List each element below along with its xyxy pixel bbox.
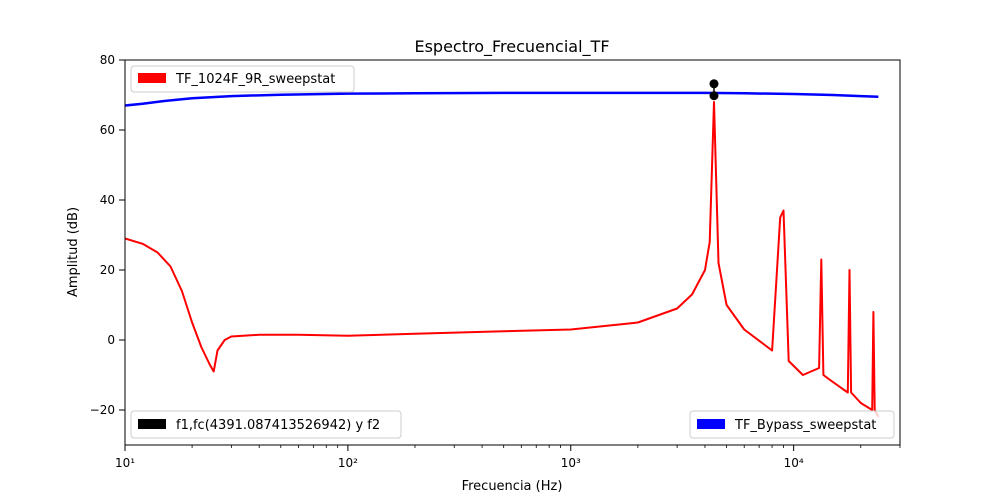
y-tick-label: −20 (90, 403, 115, 417)
legend-markers-frame (130, 410, 402, 439)
legend-blue-frame (689, 410, 895, 439)
legend-red: TF_1024F_9R_sweepstat (130, 65, 355, 93)
series-line-tf-bypass-sweepstat (125, 91, 879, 107)
legend-blue: TF_Bypass_sweepstat (689, 410, 895, 439)
x-tick-label: 10⁴ (784, 456, 804, 470)
x-tick-label: 10² (338, 456, 358, 470)
chart-title: Espectro_Frecuencial_TF (414, 37, 609, 57)
y-tick-label: 80 (100, 53, 115, 67)
y-axis: −20 0 20 40 60 80 (90, 53, 125, 417)
legend-blue-label: TF_Bypass_sweepstat (734, 418, 876, 433)
legend-red-label: TF_1024F_9R_sweepstat (175, 72, 335, 87)
y-tick-label: 20 (100, 263, 115, 277)
markers-layer (709, 79, 719, 101)
y-tick-label: 60 (100, 123, 115, 137)
x-tick-label: 10¹ (115, 456, 135, 470)
legend-markers: f1,fc(4391.087413526942) y f2 (130, 410, 402, 439)
marker-point-2 (709, 91, 719, 101)
y-axis-label: Amplitud (dB) (66, 207, 81, 297)
x-axis: 10¹ 10² 10³ 10⁴ (115, 445, 901, 470)
x-axis-label: Frecuencia (Hz) (462, 479, 563, 494)
legend-red-frame (130, 65, 355, 93)
legend-red-swatch (138, 73, 166, 83)
lines-layer (125, 91, 880, 418)
legend-markers-swatch (138, 419, 166, 429)
legend-blue-swatch (697, 419, 725, 429)
plot-frame (124, 59, 901, 446)
y-tick-label: 0 (107, 333, 115, 347)
x-tick-label: 10³ (561, 456, 581, 470)
legend-markers-label: f1,fc(4391.087413526942) y f2 (176, 418, 380, 433)
series-line-tf-1024f-9r-sweepstat (125, 101, 880, 418)
y-tick-label: 40 (100, 193, 115, 207)
marker-point-1 (709, 79, 719, 89)
